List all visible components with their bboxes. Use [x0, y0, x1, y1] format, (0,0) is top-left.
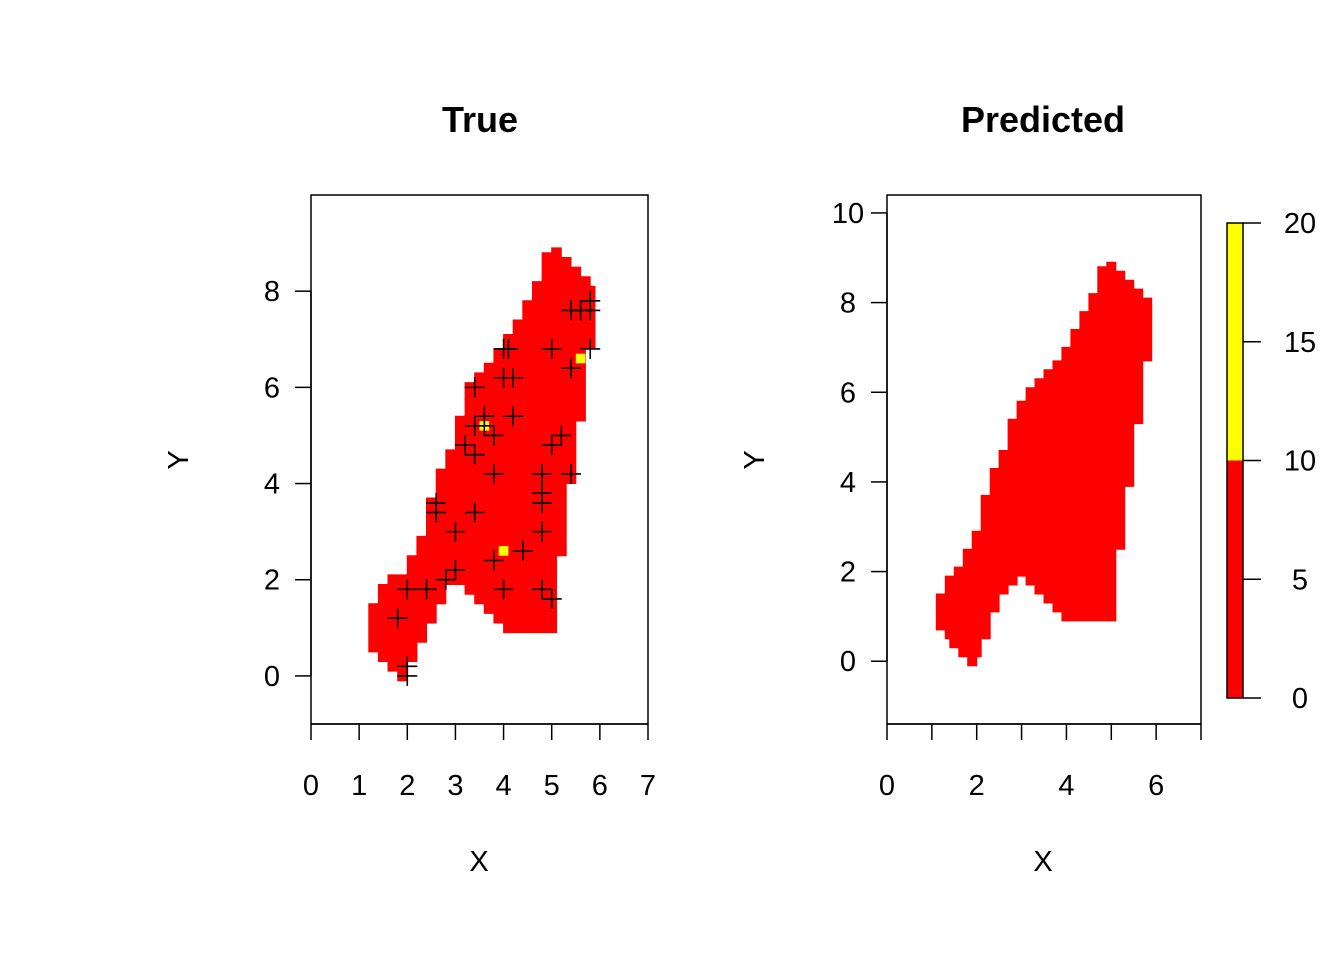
legend-bin-1	[1227, 223, 1243, 461]
point-marker-3	[570, 300, 591, 321]
point-marker-35	[397, 579, 418, 600]
point-marker-9	[503, 367, 524, 388]
x-tick-label: 4	[496, 770, 512, 802]
legend-tick-label: 0	[1292, 683, 1308, 715]
y-tick-label: 6	[840, 377, 856, 409]
legend-tick-label: 10	[1284, 446, 1316, 478]
point-marker-42	[397, 665, 418, 686]
point-marker-7	[580, 338, 601, 359]
point-marker-30	[532, 521, 553, 542]
x-tick-label: 1	[351, 770, 367, 802]
x-tick-label: 2	[969, 770, 985, 802]
point-marker-31	[445, 560, 466, 581]
point-marker-21	[483, 463, 504, 484]
region-fill-predicted	[935, 261, 1153, 667]
point-marker-19	[464, 444, 485, 465]
color-legend: 0 5 10 15 20	[1226, 208, 1316, 715]
y-axis-label-predicted: Y	[739, 450, 771, 469]
y-tick-label: 4	[840, 467, 856, 499]
x-axis-predicted: 0 2 4 6	[879, 723, 1202, 802]
y-tick-label: 4	[264, 469, 280, 501]
x-tick-label: 2	[399, 770, 415, 802]
x-axis-label-predicted: X	[1033, 846, 1052, 878]
x-tick-label: 3	[447, 770, 463, 802]
point-marker-16	[483, 425, 504, 446]
point-marker-5	[498, 338, 519, 359]
y-tick-label: 2	[840, 557, 856, 589]
point-marker-40	[387, 608, 408, 629]
y-tick-label: 2	[264, 565, 280, 597]
region-fill-true	[368, 247, 596, 682]
point-marker-17	[551, 425, 572, 446]
point-marker-38	[532, 579, 553, 600]
y-tick-label: 10	[832, 198, 864, 230]
x-tick-label: 7	[640, 770, 656, 802]
point-marker-36	[416, 579, 437, 600]
y-tick-label: 8	[840, 288, 856, 320]
chart-title-predicted: Predicted	[961, 99, 1125, 140]
y-tick-label: 6	[264, 372, 280, 404]
point-marker-10	[560, 358, 581, 379]
legend-tick-label: 20	[1284, 208, 1316, 240]
plot-area-predicted	[935, 261, 1153, 667]
x-tick-label: 4	[1058, 770, 1074, 802]
point-marker-33	[483, 550, 504, 571]
x-tick-label: 5	[544, 770, 560, 802]
point-marker-32	[435, 569, 456, 590]
legend-bin-0	[1227, 460, 1243, 698]
point-marker-28	[532, 492, 553, 513]
point-marker-22	[532, 463, 553, 484]
point-marker-15	[474, 415, 495, 436]
panel-predicted: Predicted 0 2 4 6 0 2 4 6 8 10 X Y 0 5 10 15 20	[739, 99, 1316, 878]
highlight-cell-2	[498, 546, 509, 556]
point-marker-37	[493, 579, 514, 600]
point-marker-39	[541, 588, 562, 609]
highlight-cell-0	[575, 353, 586, 364]
chart-title-true: True	[442, 99, 518, 140]
y-tick-label: 8	[264, 276, 280, 308]
point-marker-18	[455, 435, 476, 456]
x-tick-label: 0	[303, 770, 319, 802]
point-marker-6	[541, 338, 562, 359]
y-tick-label: 0	[840, 646, 856, 678]
point-marker-26	[464, 502, 485, 523]
legend-tick-label: 5	[1292, 564, 1308, 596]
x-tick-label: 6	[592, 770, 608, 802]
x-tick-label: 6	[1148, 770, 1164, 802]
plot-area-true	[368, 247, 601, 686]
point-marker-20	[541, 435, 562, 456]
point-marker-34	[512, 540, 533, 561]
y-axis-predicted: 0 2 4 6 8 10	[832, 198, 888, 678]
point-marker-29	[445, 521, 466, 542]
y-tick-label: 0	[264, 661, 280, 693]
legend-tick-label: 15	[1284, 327, 1316, 359]
y-axis-label-true: Y	[163, 450, 195, 469]
point-marker-25	[426, 502, 447, 523]
x-axis-label-true: X	[469, 846, 488, 878]
x-tick-label: 0	[879, 770, 895, 802]
point-marker-11	[464, 377, 485, 398]
point-marker-23	[560, 463, 581, 484]
point-marker-13	[503, 406, 524, 427]
y-axis-true: 0 2 4 6 8	[264, 276, 312, 693]
